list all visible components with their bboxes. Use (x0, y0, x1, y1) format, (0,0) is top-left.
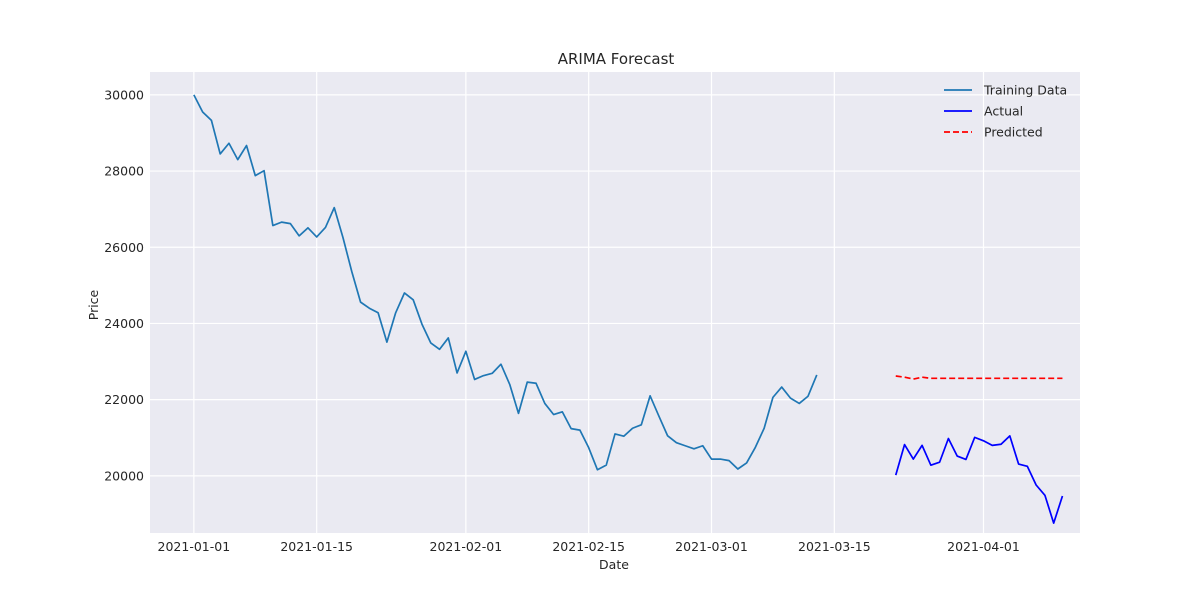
legend-label: Actual (984, 104, 1023, 119)
y-tick-label: 28000 (104, 164, 144, 179)
y-tick-label: 20000 (104, 468, 144, 483)
y-axis-label: Price (86, 289, 101, 320)
x-tick-label: 2021-03-15 (798, 539, 871, 554)
y-tick-label: 24000 (104, 316, 144, 331)
y-tick-label: 26000 (104, 240, 144, 255)
y-axis-ticks: 20000 22000 24000 26000 28000 30000 (104, 87, 144, 483)
legend: Training Data Actual Predicted (944, 83, 1067, 140)
x-tick-label: 2021-04-01 (947, 539, 1020, 554)
grid-lines (150, 72, 1080, 533)
x-axis-ticks: 2021-01-01 2021-01-15 2021-02-01 2021-02-15… (158, 539, 1020, 554)
x-tick-label: 2021-02-15 (552, 539, 625, 554)
legend-label: Training Data (983, 83, 1067, 98)
series-lines (193, 94, 1064, 524)
x-tick-label: 2021-02-01 (430, 539, 503, 554)
series-line-actual (894, 435, 1064, 524)
x-tick-label: 2021-01-15 (280, 539, 353, 554)
x-tick-label: 2021-03-01 (675, 539, 748, 554)
legend-label: Predicted (984, 125, 1043, 140)
chart-title: ARIMA Forecast (558, 50, 675, 68)
series-line-predicted (895, 375, 1063, 380)
series-line-training-data (193, 94, 818, 471)
y-tick-label: 30000 (104, 87, 144, 102)
x-tick-label: 2021-01-01 (158, 539, 231, 554)
plot-area (150, 72, 1080, 533)
x-axis-label: Date (599, 557, 629, 572)
y-tick-label: 22000 (104, 392, 144, 407)
